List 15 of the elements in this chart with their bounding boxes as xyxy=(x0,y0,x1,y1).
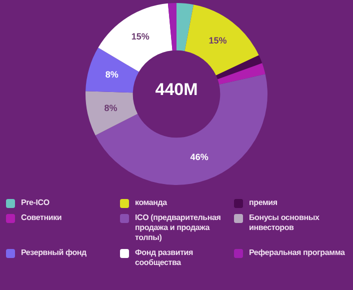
legend-label: команда xyxy=(135,198,167,208)
data-label: 46% xyxy=(190,152,208,162)
legend-label: Pre-ICO xyxy=(21,198,50,208)
legend-label: премия xyxy=(249,198,278,208)
data-label: 15% xyxy=(131,32,150,42)
legend-label: Советники xyxy=(21,213,62,223)
legend-label: ICO (предварительная продажа и продажа толпы) xyxy=(135,213,222,243)
legend-label: Резервный фонд xyxy=(21,248,86,258)
data-label: 15% xyxy=(208,35,227,46)
text: 440M xyxy=(154,80,199,100)
data-label: 8% xyxy=(104,103,118,114)
legend-label: Реферальная программа xyxy=(249,248,345,258)
data-label: 8% xyxy=(105,70,118,80)
legend-label: Фонд развития сообщества xyxy=(135,248,194,268)
legend-label: Бонусы основных инвесторов xyxy=(249,213,320,233)
